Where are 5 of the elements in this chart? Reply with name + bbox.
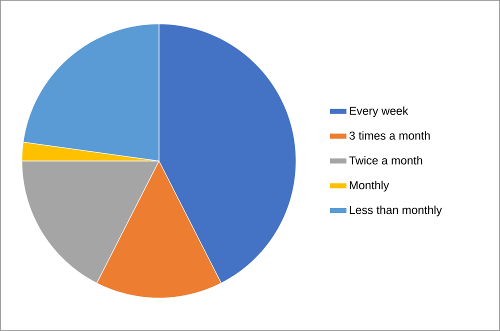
legend-label: Monthly [350, 180, 390, 192]
legend-label: 3 times a month [349, 131, 430, 140]
legend-label: Less than monthly [350, 206, 442, 216]
legend-label: Every week [350, 106, 408, 118]
legend-label: Twice a month [349, 156, 422, 165]
